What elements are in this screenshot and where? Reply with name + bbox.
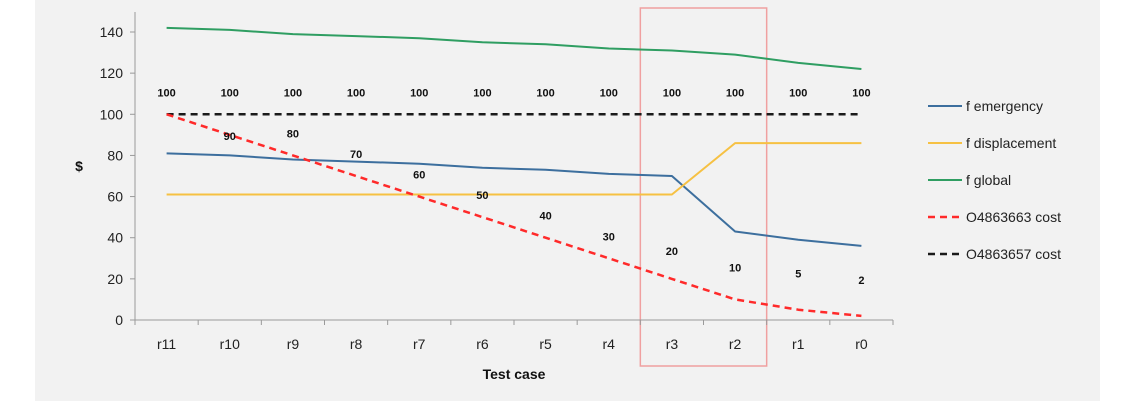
data-label: 60: [413, 170, 425, 182]
data-label: 30: [603, 231, 615, 243]
data-label: 100: [347, 87, 365, 99]
y-tick-label: 60: [107, 189, 123, 205]
highlight-box: [639, 7, 768, 367]
x-tick-label: r2: [729, 336, 742, 352]
x-tick-label: r0: [855, 336, 868, 352]
y-tick-label: 120: [100, 65, 124, 81]
series-line-f-emergency: [166, 152, 862, 247]
data-label: 70: [350, 149, 362, 161]
y-axis-label: $: [75, 158, 83, 174]
x-tick-label: r3: [666, 336, 679, 352]
legend-label: O4863657 cost: [966, 246, 1061, 262]
y-tick-label: 20: [107, 271, 123, 287]
x-tick-label: r5: [539, 336, 552, 352]
legend-label: f emergency: [966, 98, 1043, 114]
data-label: 90: [224, 131, 236, 143]
data-label: 100: [410, 87, 428, 99]
x-tick-label: r7: [413, 336, 426, 352]
plot-area: 0 20 40 60 80 100 120 140 r11 r10 r9 r8 r7 r6 r5 r4 r3 r2…: [100, 7, 894, 367]
legend-label: O4863663 cost: [966, 209, 1061, 225]
y-tick-label: 140: [100, 24, 124, 40]
x-tick-label: r1: [792, 336, 805, 352]
data-label: 50: [476, 190, 488, 202]
data-label: 100: [663, 87, 681, 99]
data-label: 100: [852, 87, 870, 99]
y-tick-label: 100: [100, 106, 124, 122]
data-label: 80: [287, 128, 299, 140]
x-tick-label: r11: [157, 336, 176, 352]
series-line-f-displacement: [166, 142, 862, 196]
data-label: 100: [726, 87, 744, 99]
y-tick-label: 0: [115, 312, 123, 328]
legend: f emergency f displacement f global O486366…: [928, 98, 1061, 262]
data-label: 20: [666, 246, 678, 258]
data-label: 2: [858, 275, 864, 287]
series-line-o4863663-cost: [166, 113, 862, 318]
data-label: 5: [795, 269, 801, 281]
x-tick-label: r8: [350, 336, 363, 352]
series-line-f-global: [166, 26, 862, 70]
x-tick-label: r10: [220, 336, 240, 352]
y-tick-label: 80: [107, 147, 123, 163]
data-label: 100: [789, 87, 807, 99]
y-tick-label: 40: [107, 230, 123, 246]
legend-label: f displacement: [966, 135, 1056, 151]
x-tick-label: r4: [603, 336, 616, 352]
data-label: 100: [536, 87, 554, 99]
chart-background: [35, 0, 1100, 401]
data-label: 100: [221, 87, 239, 99]
data-label: 40: [539, 211, 551, 223]
data-label: 100: [473, 87, 491, 99]
x-tick-label: r6: [476, 336, 489, 352]
data-label: 10: [729, 262, 741, 274]
data-label: 100: [157, 87, 175, 99]
data-label: 100: [600, 87, 618, 99]
x-axis-label: Test case: [483, 366, 546, 382]
legend-label: f global: [966, 172, 1011, 188]
data-label: 100: [284, 87, 302, 99]
x-tick-label: r9: [287, 336, 300, 352]
